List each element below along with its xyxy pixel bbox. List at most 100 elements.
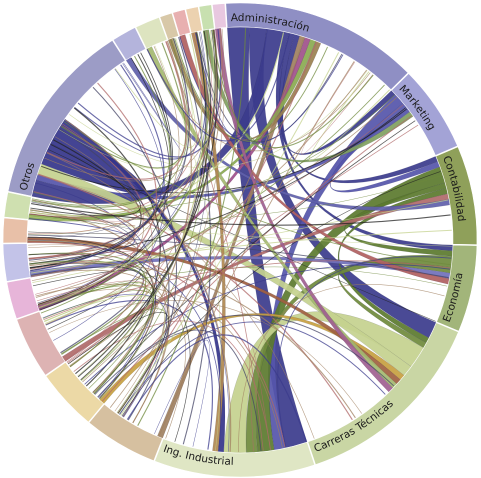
chord-link-line <box>121 171 441 417</box>
group-arc[interactable] <box>2 217 29 244</box>
chord-link-line <box>69 306 159 383</box>
chord-link-line <box>30 64 165 272</box>
group-arc[interactable] <box>135 16 168 50</box>
chord-link-line <box>35 283 283 448</box>
chord-link-line <box>64 120 230 452</box>
group-arc[interactable] <box>3 191 32 220</box>
group-arc[interactable] <box>7 39 126 197</box>
group-arc[interactable] <box>391 73 458 156</box>
group-arc[interactable] <box>154 438 316 478</box>
chord-link-line <box>67 312 169 414</box>
chord-link-line <box>32 199 449 284</box>
chord-link-line <box>301 61 373 155</box>
chord-link-line <box>28 240 149 377</box>
group-arc[interactable] <box>172 9 191 37</box>
chord-link-line <box>59 128 170 417</box>
chord-link-line <box>174 38 328 142</box>
group-arc[interactable] <box>112 27 147 61</box>
group-arc[interactable] <box>307 322 459 466</box>
group-arc[interactable] <box>198 4 215 31</box>
chord-link-line <box>115 38 197 148</box>
chord-link-line <box>31 46 180 282</box>
group-arc[interactable] <box>88 403 163 462</box>
group-arc[interactable] <box>2 243 31 282</box>
chord-link-line <box>97 329 262 452</box>
chord-link-line <box>80 33 203 381</box>
chord-link-line <box>28 234 449 279</box>
chord-link-line <box>30 144 141 217</box>
chord-link-line <box>178 36 212 445</box>
chord-link-line <box>38 174 353 421</box>
chord-link-line <box>63 121 451 266</box>
chord-link-line <box>84 263 451 385</box>
chord-link-line <box>92 40 192 394</box>
chord-link-line <box>117 42 317 414</box>
chord-link-line <box>277 256 452 448</box>
group-arc[interactable] <box>45 361 105 423</box>
thin-link-layer <box>27 28 452 452</box>
chord-link-line <box>29 173 138 222</box>
chord-link-line <box>73 320 271 450</box>
chord-link-line <box>48 149 436 322</box>
chord-link-line <box>64 119 232 452</box>
chord-link-line <box>77 30 212 378</box>
chord-link-line <box>65 30 213 361</box>
chord-link-line <box>42 293 168 418</box>
chord-link-line <box>179 36 344 144</box>
chord-link-line <box>211 29 374 148</box>
chord-link-line <box>31 55 171 208</box>
group-arc[interactable] <box>435 146 478 245</box>
chord-link-line <box>35 96 398 298</box>
chord-link-line <box>146 33 290 142</box>
chord-link-line <box>109 37 305 408</box>
chord-link-line <box>80 32 207 381</box>
chord-link-line <box>77 29 222 158</box>
chord-link-line <box>38 30 215 309</box>
chord-link-line <box>194 29 268 136</box>
chord-link-line <box>154 339 210 447</box>
chord-link-line <box>92 86 177 421</box>
chord-link-line <box>46 41 188 180</box>
chord-link-line <box>118 321 386 415</box>
group-arc[interactable] <box>212 3 227 29</box>
group-arc[interactable] <box>16 311 66 376</box>
chord-link-line <box>75 29 218 375</box>
chord-link-line <box>28 38 190 238</box>
chord-link-line <box>31 94 395 210</box>
chord-link-line <box>196 32 343 143</box>
chord-link-line <box>238 283 445 452</box>
chord-link-line <box>158 61 355 437</box>
chord-link-line <box>69 70 368 168</box>
group-arc[interactable] <box>159 12 180 40</box>
chord-link-line <box>28 251 135 270</box>
chord-link-line <box>137 28 247 426</box>
chord-link-line <box>43 260 451 321</box>
group-arc[interactable] <box>225 2 409 91</box>
chord-link-line <box>31 269 170 424</box>
chord-link-line <box>29 139 142 269</box>
chord-link-line <box>29 211 136 227</box>
chord-link-line <box>29 261 356 419</box>
chord-link-line <box>29 33 203 218</box>
chord-link-line <box>29 216 452 247</box>
chord-link-line <box>37 31 208 304</box>
chord-link-line <box>30 229 452 274</box>
chord-link-line <box>73 107 161 387</box>
chord-link-line <box>30 266 144 354</box>
group-arc[interactable] <box>185 6 203 34</box>
group-arc[interactable] <box>6 277 40 320</box>
chord-link-line <box>126 334 307 442</box>
chord-link-line <box>92 120 416 393</box>
chord-link-line <box>31 203 451 226</box>
chord-link-line <box>94 314 395 395</box>
group-arc[interactable] <box>436 244 478 332</box>
chord-link-line <box>31 39 189 207</box>
chord-link-line <box>29 262 156 399</box>
chord-link-line <box>53 68 166 341</box>
chord-link-line <box>29 218 136 265</box>
chord-link-line <box>99 32 208 400</box>
chord-link-line <box>114 28 225 412</box>
